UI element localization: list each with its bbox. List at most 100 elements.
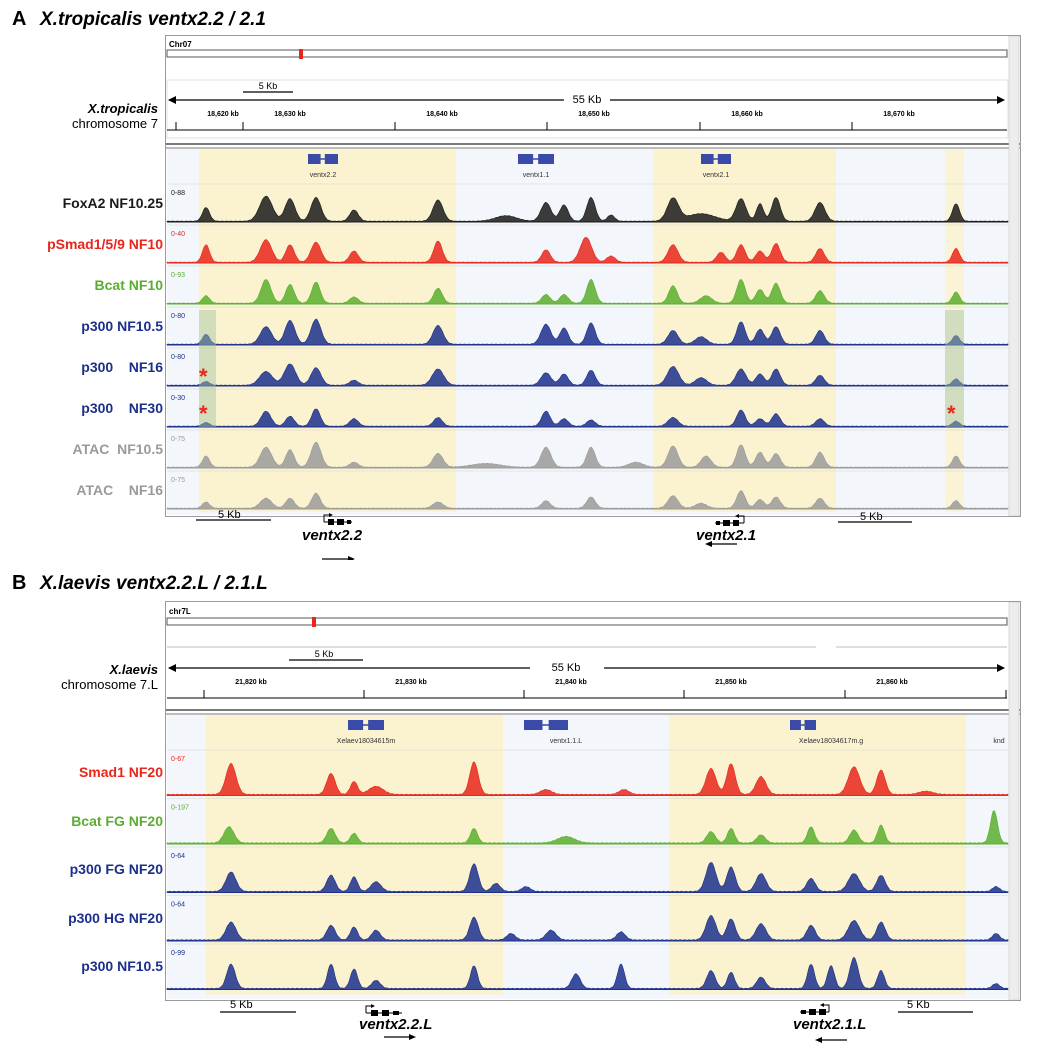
track-label: p300 NF30 bbox=[81, 399, 163, 416]
signal-track bbox=[166, 408, 1009, 428]
gene-model-label: Xelaev18034615m bbox=[337, 738, 396, 745]
exon bbox=[347, 520, 351, 524]
panel-b-svg: chr7L 5 Kb 55 Kb 21,820 kb 21,830 kb 21,84… bbox=[166, 602, 1020, 1000]
ruler-tick-label: 21,840 kb bbox=[555, 679, 587, 686]
ruler-ticks: 18,620 kb 18,630 kb 18,640 kb 18,650 kb 18,6… bbox=[175, 111, 915, 130]
gene-model-label: ventx2.1 bbox=[703, 172, 730, 179]
track-range: 0-75 bbox=[171, 436, 185, 443]
span-arrow-right-head bbox=[997, 96, 1005, 104]
span-label: 55 Kb bbox=[573, 94, 602, 106]
gene-models: ventx2.2 ventx1.1 ventx2.1 bbox=[308, 154, 731, 179]
signal-track bbox=[166, 318, 1009, 346]
exon bbox=[716, 521, 720, 525]
tss-arrow-head bbox=[371, 1004, 375, 1008]
gene-model-exon bbox=[324, 154, 338, 164]
scale-label-left: 5 Kb bbox=[230, 999, 253, 1011]
track-label: p300 NF10.5 bbox=[81, 958, 163, 975]
gene-model-label: ventx1.1 bbox=[523, 172, 550, 179]
highlight-region-narrow bbox=[945, 149, 964, 512]
signal-track bbox=[166, 441, 1009, 469]
exon bbox=[371, 1010, 378, 1016]
exon bbox=[733, 520, 739, 526]
species-name: X.laevis bbox=[109, 662, 158, 677]
scale-label-right: 5 Kb bbox=[907, 999, 930, 1011]
panel-b-title: X.laevis ventx2.2.L / 2.1.L bbox=[40, 573, 268, 594]
panel-a-asterisk-1: * bbox=[199, 364, 208, 389]
scale-label-right: 5 Kb bbox=[860, 511, 883, 523]
panel-a-letter: A bbox=[12, 8, 27, 30]
gene-model-exon bbox=[348, 720, 364, 730]
chromosome-ideogram bbox=[166, 49, 1008, 58]
gene-label-ventx2.1: ventx2.1 bbox=[696, 527, 757, 544]
signal-track bbox=[166, 236, 1009, 264]
panel-a-browser: Chr07 5 Kb 55 Kb 18,620 kb 18,630 kb 18,64… bbox=[165, 35, 1021, 517]
ruler-tick-label: 18,670 kb bbox=[883, 111, 915, 118]
gene-model-exon bbox=[701, 154, 714, 164]
tss-arrow bbox=[822, 1004, 830, 1012]
track-label: FoxA2 NF10.25 bbox=[62, 194, 163, 211]
span-label-bg bbox=[530, 661, 604, 674]
panel-b-annotations bbox=[220, 1003, 973, 1043]
track-label: p300 FG NF20 bbox=[69, 861, 163, 878]
track-label: Bcat FG NF20 bbox=[71, 812, 163, 829]
signal-tracks: 0-67 0-197 0-64 0-64 0-99 bbox=[166, 749, 1009, 990]
gene-model-label: Xelaev18034617m.g bbox=[799, 738, 863, 745]
exon bbox=[801, 1010, 806, 1014]
panel-a-svg: Chr07 5 Kb 55 Kb 18,620 kb 18,630 kb 18,64… bbox=[166, 36, 1020, 516]
chromosome-ideogram bbox=[166, 617, 1008, 626]
span-arrow-right-head bbox=[997, 664, 1005, 672]
ruler-area bbox=[166, 79, 1009, 139]
highlight-region bbox=[669, 715, 966, 995]
exon bbox=[328, 519, 334, 525]
span-arrow-left-head bbox=[168, 664, 176, 672]
ruler-tick-label: 18,620 kb bbox=[207, 111, 239, 118]
ruler-tick-label: 21,820 kb bbox=[235, 679, 267, 686]
ruler-tick-label: 21,860 kb bbox=[876, 679, 908, 686]
gene-model-exon bbox=[790, 720, 801, 730]
gene-model-exon bbox=[368, 720, 384, 730]
right-scroll-strip bbox=[1008, 36, 1020, 516]
signal-track bbox=[166, 363, 1009, 387]
panel-b-browser: chr7L 5 Kb 55 Kb 21,820 kb 21,830 kb 21,84… bbox=[165, 601, 1021, 1001]
gene-model-label: ventx2.2 bbox=[310, 172, 337, 179]
gene-model-exon bbox=[804, 720, 816, 730]
scale-bar-small-label: 5 Kb bbox=[259, 81, 278, 91]
chromosome-name: chr7L bbox=[169, 607, 191, 616]
exon bbox=[819, 1009, 826, 1015]
track-range: 0-99 bbox=[171, 950, 185, 957]
track-range: 0-40 bbox=[171, 231, 185, 238]
ruler-tick-label: 18,640 kb bbox=[426, 111, 458, 118]
ruler-tick-label: 18,630 kb bbox=[274, 111, 306, 118]
chromosome-marker bbox=[312, 617, 316, 627]
track-range: 0-197 bbox=[171, 805, 189, 812]
direction-arrow-head bbox=[815, 1037, 822, 1043]
span-arrow-left-head bbox=[168, 96, 176, 104]
gene-model-label: ventx1.1.L bbox=[550, 738, 582, 745]
track-range: 0-88 bbox=[171, 190, 185, 197]
track-range: 0-67 bbox=[171, 756, 185, 763]
tss-arrow-head bbox=[820, 1003, 824, 1007]
panel-a-annotations bbox=[196, 513, 912, 560]
ruler-tick-label: 21,830 kb bbox=[395, 679, 427, 686]
tss-arrow bbox=[323, 514, 331, 522]
panel-a-title: X.tropicalis ventx2.2 / 2.1 bbox=[40, 9, 266, 30]
track-label: Bcat NF10 bbox=[94, 276, 163, 293]
tss-arrow bbox=[737, 515, 745, 523]
gene-model-exon bbox=[538, 154, 554, 164]
signal-track bbox=[166, 278, 1009, 305]
scale-bar-small-label: 5 Kb bbox=[315, 649, 334, 659]
gene-model-exon bbox=[308, 154, 321, 164]
direction-arrow-head bbox=[705, 541, 712, 547]
highlight-regions bbox=[206, 715, 966, 995]
panel-a-asterisk-2: * bbox=[199, 401, 208, 426]
gene-model-label: knd bbox=[993, 738, 1004, 745]
chromosome-label: chromosome 7 bbox=[72, 116, 158, 131]
right-scroll-strip bbox=[1008, 602, 1020, 1000]
chromosome-name: Chr07 bbox=[169, 40, 192, 49]
gene-models: Xelaev18034615m ventx1.1.L Xelaev18034617m… bbox=[337, 720, 1005, 745]
gene-label-ventx2.1.L: ventx2.1.L bbox=[793, 1016, 867, 1033]
gene-model-exon bbox=[524, 720, 543, 730]
species-name: X.tropicalis bbox=[87, 101, 158, 116]
highlight-region bbox=[206, 715, 503, 995]
track-label: pSmad1/5/9 NF10 bbox=[47, 235, 163, 252]
